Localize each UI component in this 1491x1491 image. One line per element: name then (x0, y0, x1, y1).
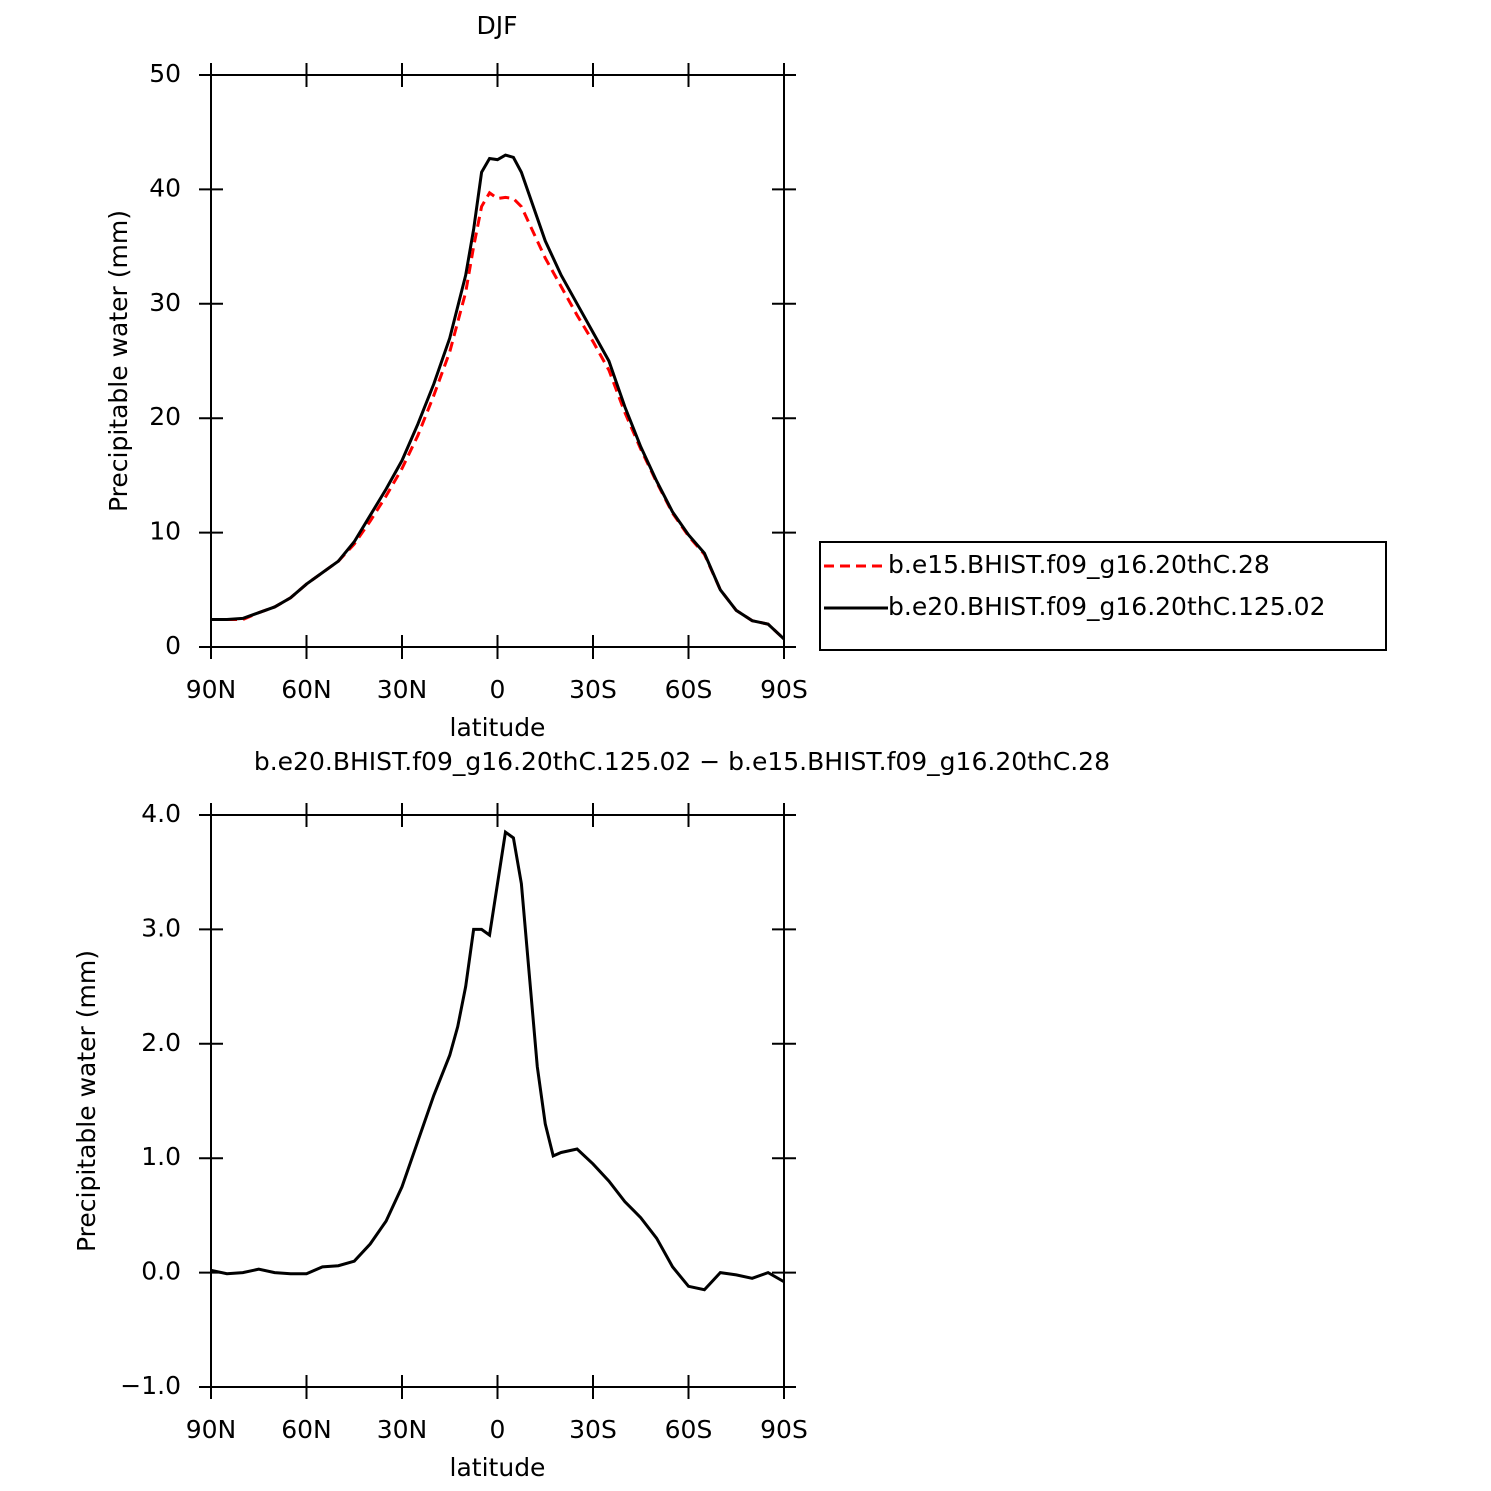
y-tick-label: 2.0 (141, 1028, 181, 1057)
y-tick-label: 0 (165, 631, 181, 660)
chart-title: DJF (476, 11, 517, 40)
x-tick-label: 90N (186, 675, 237, 704)
data-line (210, 829, 785, 1292)
y-tick-label: 30 (149, 288, 181, 317)
x-tick-label: 60N (281, 675, 332, 704)
data-line (211, 190, 786, 641)
y-tick-label: 1.0 (141, 1142, 181, 1171)
x-tick-label: 0 (490, 675, 506, 704)
legend-label: b.e15.BHIST.f09_g16.20thC.28 (888, 550, 1270, 579)
x-axis-label: latitude (450, 1453, 546, 1482)
y-tick-label: 0.0 (141, 1257, 181, 1286)
x-tick-label: 30S (569, 675, 617, 704)
y-axis-label: Precipitable water (mm) (104, 210, 133, 512)
x-tick-label: 30N (377, 1415, 428, 1444)
y-tick-label: 10 (149, 517, 181, 546)
x-tick-label: 90N (186, 1415, 237, 1444)
chart-title: b.e20.BHIST.f09_g16.20thC.125.02 − b.e15… (254, 747, 1110, 776)
x-tick-label: 90S (760, 675, 808, 704)
x-tick-label: 60S (665, 1415, 713, 1444)
y-tick-label: 20 (149, 402, 181, 431)
x-tick-label: 90S (760, 1415, 808, 1444)
x-tick-label: 30N (377, 675, 428, 704)
legend-label: b.e20.BHIST.f09_g16.20thC.125.02 (888, 592, 1325, 621)
y-tick-label: 40 (149, 173, 181, 202)
y-tick-label: 3.0 (141, 913, 181, 942)
plot-frame (210, 814, 785, 1388)
legend-box (819, 541, 1387, 651)
x-tick-label: 30S (569, 1415, 617, 1444)
x-tick-label: 60S (665, 675, 713, 704)
data-line (211, 153, 786, 641)
x-axis-label: latitude (450, 713, 546, 742)
y-tick-label: 50 (149, 59, 181, 88)
y-tick-label: −1.0 (120, 1371, 181, 1400)
y-axis-label: Precipitable water (mm) (72, 950, 101, 1252)
x-tick-label: 60N (281, 1415, 332, 1444)
x-tick-label: 0 (490, 1415, 506, 1444)
y-tick-label: 4.0 (141, 799, 181, 828)
